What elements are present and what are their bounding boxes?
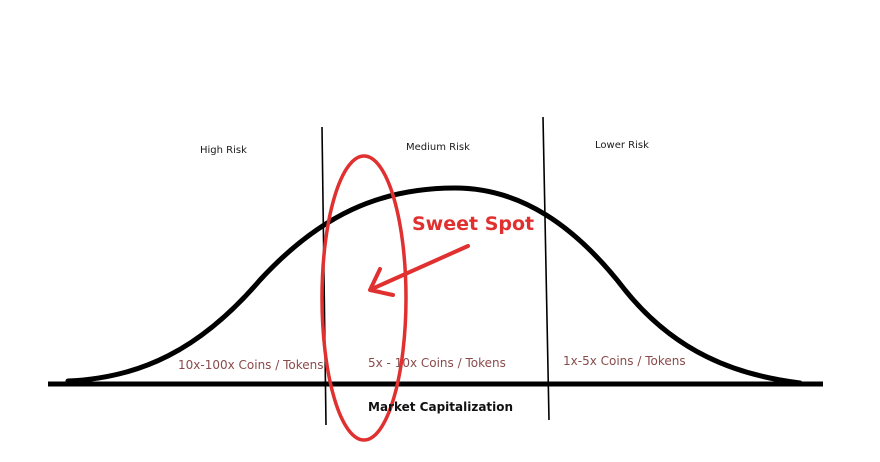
bell-curve [65,185,803,386]
x-axis-label: Market Capitalization [368,400,514,414]
zone-title-high-risk: High Risk [200,145,247,156]
range-label-medium-risk: 5x - 10x Coins / Tokens [368,356,506,370]
sweet-spot-label: Sweet Spot [412,213,535,235]
zone-title-lower-risk: Lower Risk [595,140,649,151]
divider-medium-lower [542,116,550,421]
range-label-lower-risk: 1x-5x Coins / Tokens [563,354,686,368]
sweet-spot-arrow-head [368,267,395,297]
range-label-high-risk: 10x-100x Coins / Tokens [178,358,324,372]
sweet-spot-highlight-ellipse [320,154,408,442]
zone-title-medium-risk: Medium Risk [406,142,470,153]
sweet-spot-arrow-shaft [372,244,470,290]
